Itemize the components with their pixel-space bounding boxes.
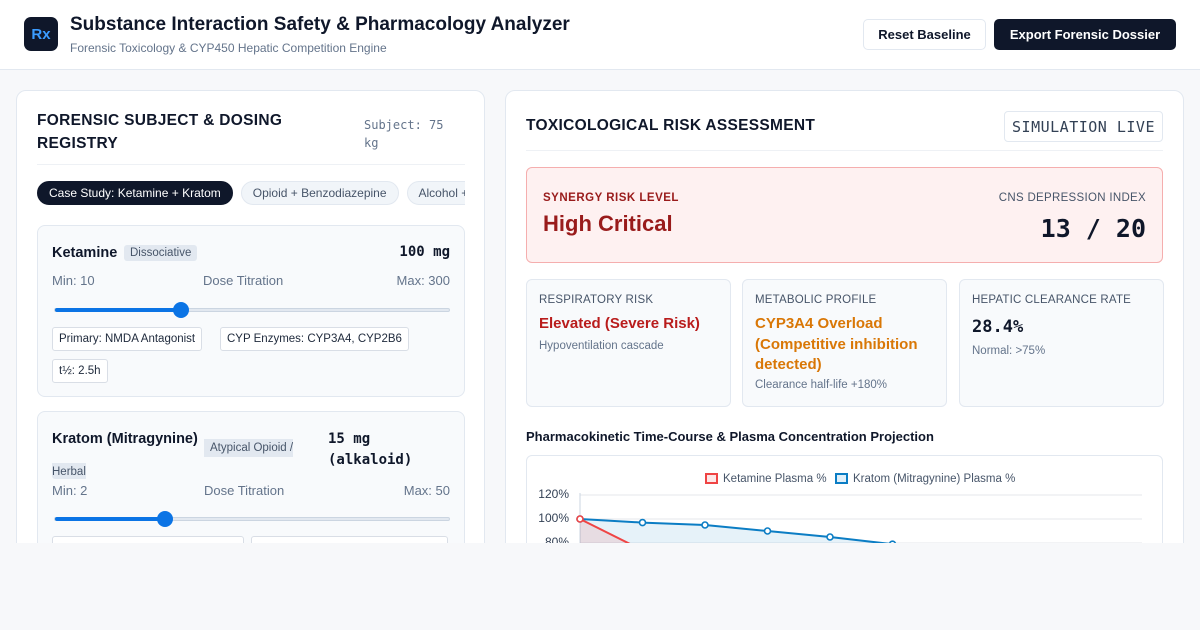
metabolic-profile-card: METABOLIC PROFILE CYP3A4 Overload (Compe… — [742, 279, 947, 407]
metric-label: METABOLIC PROFILE — [755, 294, 877, 306]
dose-value: 100 mg — [399, 244, 450, 260]
data-point — [888, 540, 897, 543]
y-tick-label: 100% — [538, 511, 569, 525]
subject-weight: Subject: 75 kg — [364, 118, 444, 150]
series-line — [579, 518, 891, 543]
reset-baseline-button[interactable]: Reset Baseline — [863, 19, 986, 50]
cns-index-value: 13 / 20 — [1040, 214, 1146, 243]
dose-value: 15 mg (alkaloid) — [328, 431, 413, 468]
dose-slider[interactable] — [54, 302, 450, 318]
dose-titration-label: Dose Titration — [204, 483, 285, 498]
legend-label: Ketamine Plasma % — [723, 473, 827, 485]
dose-slider[interactable] — [54, 511, 450, 527]
registry-title: FORENSIC SUBJECT & DOSING REGISTRY — [37, 112, 283, 152]
dose-min: Min: 10 — [52, 273, 95, 288]
drug-class-wrap: Atypical Opioid / Herbal — [52, 431, 304, 479]
hepatic-clearance-card: HEPATIC CLEARANCE RATE 28.4% Normal: >75… — [959, 279, 1164, 407]
slider-fill — [55, 517, 165, 521]
legend-ketamine[interactable]: Ketamine Plasma % — [705, 473, 827, 485]
synergy-risk-box: SYNERGY RISK LEVEL High Critical CNS DEP… — [526, 167, 1163, 263]
legend-swatch — [835, 473, 848, 484]
slider-thumb[interactable] — [157, 511, 173, 527]
drug-card-kratom: Kratom (Mitragynine) Atypical Opioid / H… — [37, 411, 465, 543]
app-title: Substance Interaction Safety & Pharmacol… — [70, 14, 570, 35]
mechanism-chip: Primary: NMDA Antagonist — [52, 327, 203, 351]
metric-sub: Clearance half-life +180% — [755, 379, 888, 391]
series-line — [579, 518, 631, 543]
y-tick-label: 80% — [544, 535, 569, 543]
drug-name: Ketamine — [52, 245, 118, 261]
data-point — [638, 518, 647, 527]
y-tick-label: 120% — [538, 487, 569, 501]
slider-fill — [55, 308, 181, 312]
divider — [37, 164, 465, 165]
app-subtitle: Forensic Toxicology & CYP450 Hepatic Com… — [70, 41, 387, 55]
dose-min: Min: 2 — [52, 483, 88, 498]
synergy-risk-value: High Critical — [543, 211, 673, 236]
slider-thumb[interactable] — [173, 302, 189, 318]
series-area — [580, 519, 883, 543]
synergy-risk-label: SYNERGY RISK LEVEL — [543, 192, 679, 204]
dosing-registry-panel: FORENSIC SUBJECT & DOSING REGISTRY Subje… — [16, 90, 485, 543]
metric-sub: Hypoventilation cascade — [539, 340, 664, 352]
assessment-title: TOXICOLOGICAL RISK ASSESSMENT — [526, 117, 816, 134]
respiratory-risk-card: RESPIRATORY RISK Elevated (Severe Risk) … — [526, 279, 731, 407]
legend-swatch — [705, 473, 718, 484]
dose-max: Max: 300 — [396, 273, 450, 288]
dose-titration-label: Dose Titration — [203, 273, 284, 288]
metric-label: RESPIRATORY RISK — [539, 294, 654, 306]
data-point — [701, 521, 709, 529]
data-point — [826, 533, 834, 541]
cyp-enzymes-chip — [251, 536, 448, 543]
export-dossier-button[interactable]: Export Forensic Dossier — [994, 19, 1176, 50]
legend-label: Kratom (Mitragynine) Plasma % — [853, 473, 1016, 485]
tab-alcohol-benzodiazepine[interactable]: Alcohol + Benzodiazepine — [406, 181, 465, 205]
dose-max: Max: 50 — [403, 483, 450, 498]
risk-assessment-panel: TOXICOLOGICAL RISK ASSESSMENT SIMULATION… — [505, 90, 1184, 543]
mechanism-chip — [52, 536, 244, 543]
tab-opioid-benzodiazepine[interactable]: Opioid + Benzodiazepine — [240, 181, 399, 205]
metric-value: 28.4% — [972, 317, 1024, 337]
chart-plot-area — [576, 493, 1142, 543]
app-header: Rx Substance Interaction Safety & Pharma… — [0, 0, 1200, 70]
content-viewport: FORENSIC SUBJECT & DOSING REGISTRY Subje… — [0, 70, 1200, 543]
cns-index-label: CNS DEPRESSION INDEX — [998, 192, 1146, 204]
cyp-enzymes-chip: CYP Enzymes: CYP3A4, CYP2B6 — [220, 327, 409, 351]
metric-value: Elevated (Severe Risk) — [539, 315, 700, 332]
half-life-chip: t½: 2.5h — [52, 359, 108, 383]
legend-kratom[interactable]: Kratom (Mitragynine) Plasma % — [835, 473, 1015, 485]
divider — [526, 150, 1163, 151]
metric-label: HEPATIC CLEARANCE RATE — [972, 294, 1132, 306]
metric-sub: Normal: >75% — [972, 345, 1046, 357]
drug-name: Kratom (Mitragynine) — [52, 431, 198, 447]
data-point — [576, 515, 584, 523]
chart-title: Pharmacokinetic Time-Course & Plasma Con… — [526, 429, 934, 444]
drug-card-ketamine: Ketamine Dissociative 100 mg Min: 10 Dos… — [37, 225, 465, 397]
metric-value: CYP3A4 Overload (Competitive inhibition … — [755, 315, 918, 373]
drug-class-badge: Dissociative — [124, 245, 198, 261]
case-tabs: Case Study: Ketamine + Kratom Opioid + Be… — [37, 181, 465, 207]
pk-chart: Ketamine Plasma % Kratom (Mitragynine) P… — [526, 455, 1163, 543]
simulation-status-badge: SIMULATION LIVE — [1004, 111, 1163, 142]
data-point — [763, 527, 772, 535]
tab-ketamine-kratom[interactable]: Case Study: Ketamine + Kratom — [37, 181, 233, 205]
app-logo: Rx — [24, 17, 58, 51]
